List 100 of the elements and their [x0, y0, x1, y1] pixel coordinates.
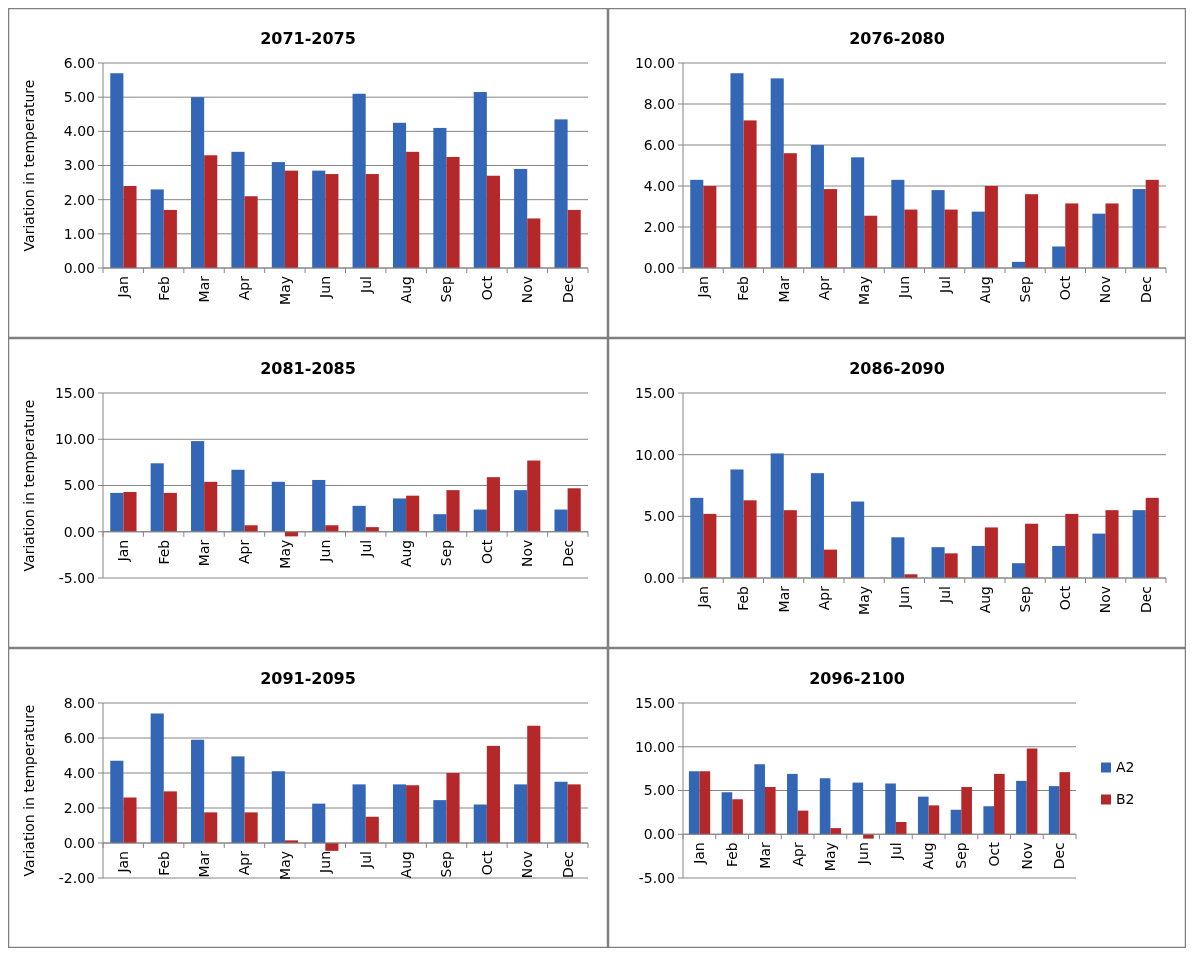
bar [961, 787, 972, 835]
bar [703, 513, 717, 578]
x-tick-label: Dec [559, 276, 576, 304]
x-tick-label: Sep [953, 842, 970, 869]
bar [191, 739, 205, 843]
bar [1145, 497, 1159, 578]
bar [944, 553, 958, 578]
bar [1132, 189, 1146, 268]
x-tick-label: May [822, 842, 839, 872]
bar [1052, 246, 1066, 268]
y-tick-label: 5.00 [63, 89, 95, 106]
x-tick-label: Jun [855, 842, 872, 866]
x-tick-label: Sep [1016, 585, 1033, 613]
legend-label: B2 [1116, 791, 1135, 808]
y-tick-label: 10.00 [634, 738, 675, 755]
bar [928, 805, 940, 835]
bar [473, 509, 487, 532]
bar [446, 773, 460, 843]
y-tick-label: 10.00 [634, 54, 675, 71]
x-tick-label: Jul [357, 276, 374, 294]
y-tick-label: 5.00 [63, 477, 95, 494]
x-tick-label: Oct [985, 841, 1002, 867]
bar [950, 809, 962, 835]
bar [1132, 510, 1146, 578]
x-tick-label: Apr [789, 842, 806, 867]
x-tick-label: Jun [896, 276, 913, 299]
bar [271, 481, 285, 532]
bar [764, 787, 776, 835]
x-tick-label: Mar [775, 585, 792, 613]
bar [567, 488, 581, 532]
y-tick-label: -5.00 [638, 869, 675, 886]
bar [754, 764, 765, 835]
bar [527, 218, 541, 268]
y-tick-label: 6.00 [643, 136, 675, 153]
chart-title: 2081-2085 [260, 359, 356, 378]
bar [787, 773, 798, 835]
bar [1025, 194, 1039, 268]
bar [110, 492, 124, 532]
bar [983, 806, 995, 835]
bar [1065, 203, 1079, 268]
bar [514, 490, 528, 532]
x-tick-label: Oct [478, 275, 495, 301]
y-tick-label: 0.00 [63, 259, 95, 276]
bar [392, 498, 407, 532]
y-tick-label: 2.00 [63, 191, 95, 208]
x-tick-label: Mar [196, 539, 213, 567]
bar [433, 800, 447, 843]
bar [486, 175, 500, 268]
bar [204, 155, 218, 268]
bar [527, 725, 541, 843]
bar [703, 186, 717, 268]
x-tick-label: Mar [196, 850, 213, 878]
x-tick-label: Sep [438, 275, 455, 303]
x-tick-label: Sep [1016, 275, 1033, 303]
bar [392, 122, 407, 268]
bar [352, 505, 366, 532]
y-tick-label: 5.00 [643, 508, 675, 525]
bar [810, 473, 824, 578]
x-tick-label: Apr [815, 275, 832, 301]
bar [554, 781, 568, 843]
x-tick-label: Jan [115, 851, 132, 874]
bar [312, 803, 326, 843]
x-tick-label: Aug [976, 586, 993, 614]
x-tick-label: Jan [115, 539, 132, 563]
x-tick-label: Apr [815, 585, 832, 611]
bar [1145, 179, 1159, 268]
bar [994, 773, 1005, 835]
x-tick-label: Sep [438, 850, 455, 878]
bar [433, 127, 447, 268]
bar [527, 460, 541, 532]
bar [486, 477, 500, 532]
y-tick-label: 15.00 [634, 694, 675, 711]
bar [743, 120, 757, 268]
bar [984, 186, 998, 268]
x-tick-label: Aug [397, 539, 414, 568]
chart-title: 2091-2095 [260, 669, 356, 688]
x-tick-label: Oct [1057, 585, 1074, 611]
bar [365, 816, 379, 843]
x-tick-label: Mar [775, 275, 792, 303]
bar [567, 784, 581, 843]
x-tick-label: Aug [397, 851, 414, 879]
bar [1052, 545, 1066, 578]
bar [244, 196, 258, 268]
x-tick-label: Jul [887, 842, 904, 861]
x-tick-label: Oct [1057, 275, 1074, 301]
x-tick-label: Feb [155, 275, 172, 301]
x-tick-label: May [276, 539, 293, 569]
bar [150, 713, 164, 843]
bar [743, 500, 757, 578]
x-tick-label: Jan [695, 276, 712, 299]
bar [352, 93, 366, 268]
x-tick-label: Jun [317, 539, 334, 563]
bar [830, 828, 842, 835]
bar [1026, 748, 1038, 835]
x-tick-label: Nov [1097, 586, 1114, 614]
x-tick-label: Mar [196, 275, 213, 303]
y-axis-title: Variation in temperature [21, 79, 37, 252]
bar [163, 492, 177, 532]
bar [690, 497, 704, 578]
bar [1092, 213, 1106, 268]
